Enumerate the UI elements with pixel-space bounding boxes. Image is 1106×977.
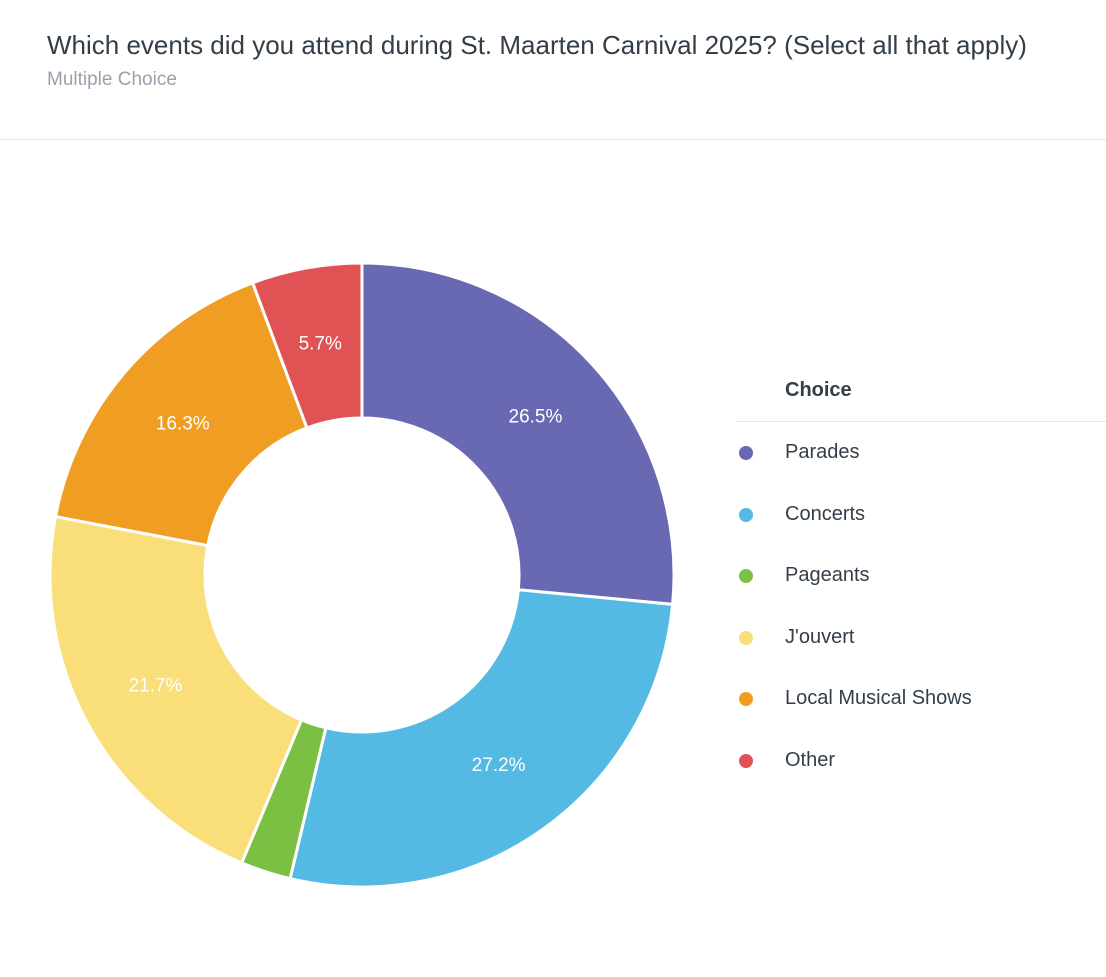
slice-label-j-ouvert: 21.7%	[129, 676, 183, 697]
slice-label-concerts: 27.2%	[472, 755, 526, 776]
legend-item-concerts[interactable]: Concerts	[737, 484, 1106, 546]
slice-concerts[interactable]	[288, 588, 675, 889]
slice-local-musical-shows[interactable]	[53, 280, 309, 548]
donut-chart: 26.5% 27.2% 21.7% 16.3% 5.7%	[48, 261, 676, 889]
slice-label-parades: 26.5%	[509, 407, 563, 428]
legend-label: Other	[785, 748, 836, 771]
question-type-label: Multiple Choice	[47, 69, 177, 90]
legend-swatch-icon	[739, 630, 753, 645]
legend-item-parades[interactable]: Parades	[737, 422, 1106, 484]
slice-parades[interactable]	[360, 261, 676, 606]
question-title: Which events did you attend during St. M…	[47, 30, 1027, 60]
slice-label-other: 5.7%	[299, 334, 342, 355]
legend-label: Concerts	[785, 502, 866, 525]
question-header: Which events did you attend during St. M…	[0, 0, 1106, 140]
legend-label: Local Musical Shows	[785, 687, 972, 709]
slice-j-ouvert[interactable]	[48, 514, 304, 865]
chart-legend: Choice Parades Concerts Pageants J'ouvert Lo…	[737, 370, 1106, 791]
legend-swatch-icon	[739, 753, 753, 768]
donut-labels: 26.5% 27.2% 21.7% 16.3% 5.7%	[129, 334, 563, 776]
legend-item-local-musical-shows[interactable]: Local Musical Shows	[737, 668, 1106, 730]
legend-items: Parades Concerts Pageants J'ouvert Local Mus…	[737, 422, 1106, 791]
legend-item-j-ouvert[interactable]: J'ouvert	[737, 607, 1106, 669]
legend-item-pageants[interactable]: Pageants	[737, 545, 1106, 607]
legend-swatch-icon	[739, 446, 753, 460]
legend-item-other[interactable]: Other	[737, 730, 1106, 792]
slice-label-local-musical-shows: 16.3%	[156, 413, 210, 434]
legend-swatch-icon	[739, 569, 753, 583]
legend-swatch-icon	[739, 507, 753, 522]
legend-label: Pageants	[785, 564, 870, 586]
legend-heading: Choice	[737, 370, 1106, 422]
donut-slices	[48, 261, 676, 889]
slice-other[interactable]	[250, 261, 364, 430]
legend-swatch-icon	[739, 692, 753, 706]
legend-label: Parades	[785, 441, 860, 463]
legend-label: J'ouvert	[785, 625, 855, 648]
